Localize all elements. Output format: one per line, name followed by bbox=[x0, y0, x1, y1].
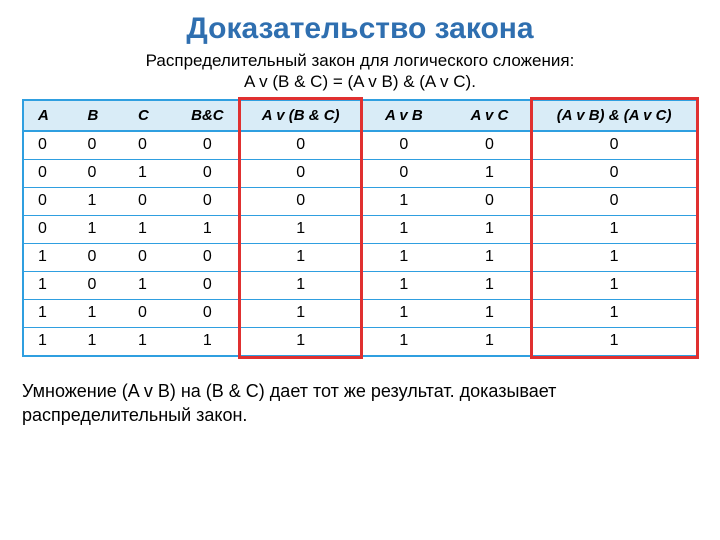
table-cell: 0 bbox=[532, 131, 697, 160]
table-cell: 1 bbox=[447, 327, 533, 356]
table-cell: 0 bbox=[532, 187, 697, 215]
table-cell: 1 bbox=[23, 327, 73, 356]
table-cell: 1 bbox=[174, 215, 240, 243]
caption: Умножение (A v B) на (B & C) дает тот же… bbox=[22, 379, 698, 428]
col-header: A v (B & C) bbox=[240, 100, 361, 131]
table-cell: 0 bbox=[23, 131, 73, 160]
table-cell: 0 bbox=[240, 131, 361, 160]
table-cell: 0 bbox=[73, 131, 123, 160]
table-row: 01111111 bbox=[23, 215, 697, 243]
table-cell: 0 bbox=[23, 159, 73, 187]
table-cell: 0 bbox=[174, 159, 240, 187]
table-cell: 0 bbox=[240, 187, 361, 215]
col-header: B&C bbox=[174, 100, 240, 131]
table-cell: 1 bbox=[124, 327, 174, 356]
table-cell: 0 bbox=[73, 243, 123, 271]
caption-part-b: доказывает bbox=[460, 381, 557, 401]
table-cell: 0 bbox=[174, 187, 240, 215]
table-cell: 0 bbox=[361, 159, 447, 187]
caption-garbled: (B & C) дает тот же результат. bbox=[206, 381, 455, 401]
table-head: ABCB&CA v (B & C)A v BA v C(A v B) & (A … bbox=[23, 100, 697, 131]
table-row: 00100010 bbox=[23, 159, 697, 187]
table-cell: 0 bbox=[174, 299, 240, 327]
table-cell: 1 bbox=[361, 271, 447, 299]
table-cell: 1 bbox=[447, 243, 533, 271]
table-row: 10001111 bbox=[23, 243, 697, 271]
table-cell: 1 bbox=[240, 271, 361, 299]
table-cell: 0 bbox=[174, 271, 240, 299]
table-cell: 1 bbox=[361, 243, 447, 271]
table-cell: 1 bbox=[240, 243, 361, 271]
table-cell: 1 bbox=[73, 187, 123, 215]
table-cell: 1 bbox=[73, 299, 123, 327]
table-cell: 1 bbox=[361, 187, 447, 215]
table-cell: 0 bbox=[124, 131, 174, 160]
table-cell: 0 bbox=[447, 131, 533, 160]
table-body: 0000000000100010010001000111111110001111… bbox=[23, 131, 697, 356]
table-cell: 1 bbox=[23, 243, 73, 271]
table-cell: 1 bbox=[240, 215, 361, 243]
table-cell: 1 bbox=[23, 299, 73, 327]
table-cell: 1 bbox=[23, 271, 73, 299]
subtitle-line2: A v (B & C) = (A v B) & (A v C). bbox=[22, 71, 698, 92]
subtitle-line1: Распределительный закон для логического … bbox=[22, 50, 698, 71]
table-cell: 0 bbox=[447, 187, 533, 215]
col-header: A v B bbox=[361, 100, 447, 131]
table-cell: 1 bbox=[532, 299, 697, 327]
table-cell: 1 bbox=[532, 243, 697, 271]
table-row: 01000100 bbox=[23, 187, 697, 215]
slide: Доказательство закона Распределительный … bbox=[0, 0, 720, 540]
table-cell: 0 bbox=[73, 271, 123, 299]
col-header: B bbox=[73, 100, 123, 131]
table-cell: 1 bbox=[174, 327, 240, 356]
table-cell: 1 bbox=[447, 271, 533, 299]
table-cell: 1 bbox=[240, 327, 361, 356]
table-cell: 1 bbox=[532, 327, 697, 356]
page-title: Доказательство закона bbox=[22, 12, 698, 46]
table-cell: 1 bbox=[361, 327, 447, 356]
table-row: 10101111 bbox=[23, 271, 697, 299]
table-cell: 0 bbox=[124, 299, 174, 327]
table-cell: 1 bbox=[532, 215, 697, 243]
table-cell: 0 bbox=[532, 159, 697, 187]
col-header: A bbox=[23, 100, 73, 131]
truth-table: ABCB&CA v (B & C)A v BA v C(A v B) & (A … bbox=[22, 99, 698, 357]
caption-line2: распределительный закон. bbox=[22, 405, 247, 425]
col-header: A v C bbox=[447, 100, 533, 131]
table-cell: 0 bbox=[23, 215, 73, 243]
table-cell: 0 bbox=[73, 159, 123, 187]
table-cell: 1 bbox=[124, 271, 174, 299]
table-cell: 1 bbox=[73, 327, 123, 356]
table-row: 00000000 bbox=[23, 131, 697, 160]
col-header: (A v B) & (A v C) bbox=[532, 100, 697, 131]
table-cell: 1 bbox=[240, 299, 361, 327]
table-cell: 0 bbox=[361, 131, 447, 160]
table-cell: 1 bbox=[124, 159, 174, 187]
table-cell: 0 bbox=[124, 243, 174, 271]
table-cell: 1 bbox=[73, 215, 123, 243]
table-cell: 1 bbox=[447, 299, 533, 327]
subtitle: Распределительный закон для логического … bbox=[22, 50, 698, 93]
table-row: 11001111 bbox=[23, 299, 697, 327]
table-cell: 1 bbox=[361, 299, 447, 327]
table-cell: 0 bbox=[23, 187, 73, 215]
table-cell: 1 bbox=[447, 215, 533, 243]
table-cell: 1 bbox=[124, 215, 174, 243]
table-cell: 0 bbox=[174, 131, 240, 160]
table-cell: 1 bbox=[447, 159, 533, 187]
table-cell: 1 bbox=[361, 215, 447, 243]
caption-part-a: Умножение (A v B) на bbox=[22, 381, 201, 401]
table-cell: 0 bbox=[240, 159, 361, 187]
table-cell: 0 bbox=[124, 187, 174, 215]
table-row: 11111111 bbox=[23, 327, 697, 356]
table-cell: 1 bbox=[532, 271, 697, 299]
col-header: C bbox=[124, 100, 174, 131]
table-cell: 0 bbox=[174, 243, 240, 271]
truth-table-wrap: ABCB&CA v (B & C)A v BA v C(A v B) & (A … bbox=[22, 99, 698, 357]
